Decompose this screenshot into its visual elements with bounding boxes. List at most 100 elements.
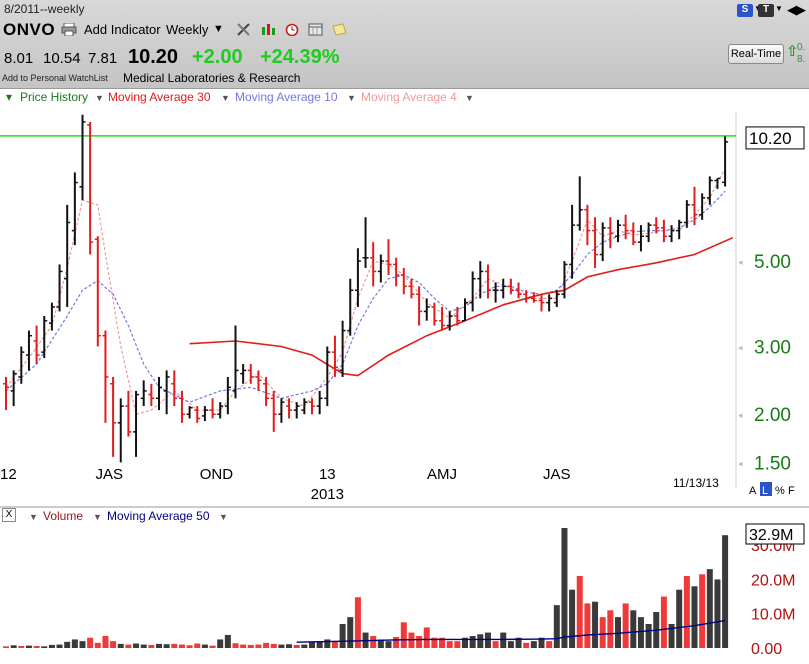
ma30-line: [189, 236, 734, 377]
ohlc-bar: [224, 376, 231, 415]
ohlc-bar: [217, 402, 224, 419]
x-tick-label: AMJ: [427, 466, 457, 483]
ohlc-bar: [706, 176, 713, 205]
ohlc-bar: [316, 390, 323, 415]
axis-mode-f: F: [788, 485, 795, 497]
chart-type-icon[interactable]: [261, 23, 277, 36]
x-tick-label: JAS: [96, 466, 124, 483]
realtime-side-0: 0.: [797, 42, 806, 53]
y-tick-label: 3.00: [754, 337, 791, 358]
ohlc-bar: [569, 204, 576, 279]
ohlc-bar: [584, 204, 591, 246]
ohlc-bar: [48, 302, 55, 331]
legend-ma4[interactable]: Moving Average 4: [361, 90, 457, 104]
ohlc-bar: [439, 306, 446, 331]
ohlc-bar: [653, 217, 660, 234]
ohlc-bar: [507, 278, 514, 295]
chevron-down-icon[interactable]: ▾: [6, 90, 13, 104]
ohlc-bar: [691, 186, 698, 226]
chevron-down-icon[interactable]: ▼: [465, 93, 474, 103]
frequency-select[interactable]: Weekly: [166, 22, 209, 37]
year-label: 2013: [311, 486, 344, 503]
ohlc-bar: [500, 278, 507, 299]
ohlc-bar: [523, 290, 530, 303]
y-tick-label: 1.50: [754, 453, 791, 474]
ohlc-bar: [393, 257, 400, 287]
chevron-down-icon[interactable]: ▼: [775, 4, 783, 13]
legend-ma10[interactable]: Moving Average 10: [235, 90, 338, 104]
ohlc-bar: [454, 306, 461, 326]
chevron-down-icon[interactable]: ▼: [219, 512, 228, 522]
x-tick-label: 13: [319, 466, 336, 483]
ohlc-bar: [293, 402, 300, 419]
chevron-down-icon[interactable]: ▼: [221, 93, 230, 103]
legend-ma30[interactable]: Moving Average 30: [108, 90, 211, 104]
period-label[interactable]: 8/2011--weekly: [4, 2, 85, 16]
last-price-label: 10.20: [749, 129, 792, 148]
chevron-down-icon[interactable]: ▼: [29, 512, 38, 522]
print-icon[interactable]: [61, 23, 77, 36]
ohlc-bar: [3, 376, 9, 411]
ohlc-bar: [423, 298, 430, 321]
tv-badge[interactable]: T: [758, 4, 774, 17]
close-panel-icon[interactable]: X: [2, 508, 16, 522]
ohlc-bar: [530, 292, 537, 303]
ohlc-bar: [25, 330, 32, 371]
ohlc-bar: [270, 390, 277, 432]
ohlc-bar: [186, 406, 193, 419]
quote-last: 10.20: [128, 46, 179, 68]
legend-volume[interactable]: Volume: [43, 509, 84, 523]
add-to-watchlist-link[interactable]: Add to Personal WatchList: [2, 73, 108, 83]
ohlc-bar: [163, 370, 170, 415]
chevron-down-icon[interactable]: ▼: [93, 512, 102, 522]
ohlc-bar: [10, 370, 17, 407]
quote-open: 8.01: [4, 50, 34, 67]
chevron-down-icon[interactable]: ▼: [95, 93, 104, 103]
last-price-box: [745, 126, 805, 150]
ohlc-bar: [492, 282, 499, 303]
ohlc-bar: [324, 346, 331, 407]
toolbar: [0, 0, 809, 89]
add-indicator-button[interactable]: Add Indicator: [84, 22, 161, 37]
s-badge[interactable]: S: [737, 4, 753, 17]
legend-ma50[interactable]: Moving Average 50: [107, 509, 210, 523]
quote-low: 7.81: [88, 50, 118, 67]
ohlc-bar: [263, 376, 270, 407]
ohlc-bar: [278, 398, 285, 423]
ohlc-bar: [599, 222, 606, 262]
chevron-down-icon[interactable]: ▼: [347, 93, 356, 103]
ohlc-bar: [41, 316, 48, 359]
note-icon[interactable]: [332, 23, 348, 36]
ohlc-bar: [668, 225, 675, 243]
legend-price-history[interactable]: Price History: [20, 90, 89, 104]
ohlc-bar: [416, 286, 423, 326]
ohlc-bar: [94, 236, 101, 347]
tools-icon[interactable]: [236, 23, 252, 36]
realtime-side-1: 8.: [797, 54, 806, 65]
ohlc-bar: [484, 264, 491, 299]
tick-marker-icon: ◂: [738, 458, 743, 468]
chevron-down-icon[interactable]: ▼: [213, 23, 224, 35]
ohlc-bar: [615, 219, 621, 243]
ohlc-bar: [408, 278, 415, 299]
ohlc-bar: [201, 406, 208, 422]
alarm-clock-icon[interactable]: [284, 23, 300, 36]
date-label: 11/13/13: [673, 476, 719, 490]
ohlc-bar: [79, 114, 86, 201]
chevron-down-icon[interactable]: ▼: [754, 4, 762, 13]
chevron-right-icon[interactable]: ▶: [796, 2, 806, 17]
realtime-button[interactable]: Real-Time: [728, 44, 784, 64]
calendar-icon[interactable]: [308, 23, 324, 36]
chevron-left-icon[interactable]: ◀: [787, 2, 797, 17]
volume-legend: X ▼ Volume ▼ Moving Average 50 ▼: [0, 508, 809, 526]
ohlc-bar: [286, 398, 293, 419]
ma10-line: [5, 190, 726, 403]
ohlc-bar: [546, 294, 553, 312]
ohlc-bar: [156, 376, 162, 411]
quote-high: 10.54: [43, 50, 81, 67]
indicator-legend: ▾ Price History ▼ Moving Average 30 ▼ Mo…: [0, 89, 809, 107]
ohlc-bar: [331, 335, 338, 377]
tick-marker-icon: ◂: [738, 342, 743, 352]
x-tick-label: OND: [200, 466, 234, 483]
